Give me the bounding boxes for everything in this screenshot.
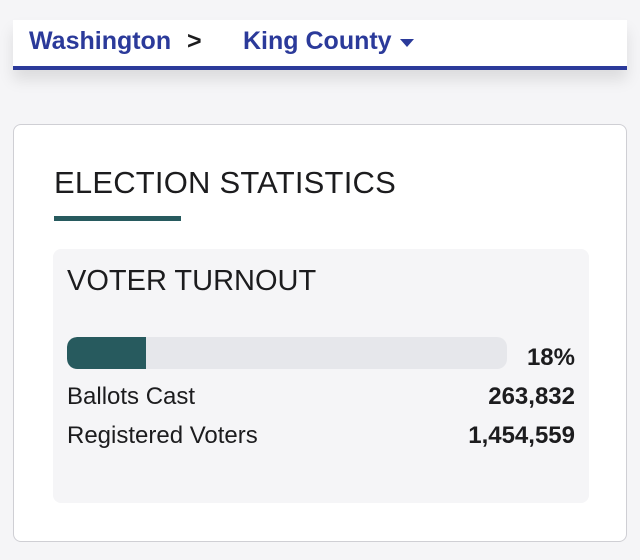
card-title: ELECTION STATISTICS (54, 165, 396, 200)
breadcrumb-state-link[interactable]: Washington (29, 27, 172, 55)
ballots-cast-value: 263,832 (488, 383, 575, 410)
turnout-percent: 18% (526, 344, 575, 371)
breadcrumb-separator: > (187, 27, 202, 55)
ballots-cast-label: Ballots Cast (67, 383, 196, 410)
ballots-cast-row: Ballots Cast 263,832 (67, 383, 575, 411)
title-underline (54, 216, 181, 221)
breadcrumb: Washington > King County (13, 20, 627, 70)
voter-turnout-title: VOTER TURNOUT (67, 265, 317, 297)
county-dropdown-label: King County (243, 27, 392, 55)
voter-turnout-panel: VOTER TURNOUT 18% Ballots Cast 263,832 R… (53, 249, 589, 503)
election-statistics-card: ELECTION STATISTICS VOTER TURNOUT 18% Ba… (13, 124, 627, 542)
county-dropdown[interactable]: King County (243, 27, 414, 56)
caret-down-icon (399, 38, 414, 47)
registered-voters-value: 1,454,559 (468, 422, 575, 449)
registered-voters-label: Registered Voters (67, 422, 258, 449)
registered-voters-row: Registered Voters 1,454,559 (67, 422, 575, 450)
turnout-progress-bar (67, 337, 507, 369)
turnout-progress-fill (67, 337, 147, 369)
